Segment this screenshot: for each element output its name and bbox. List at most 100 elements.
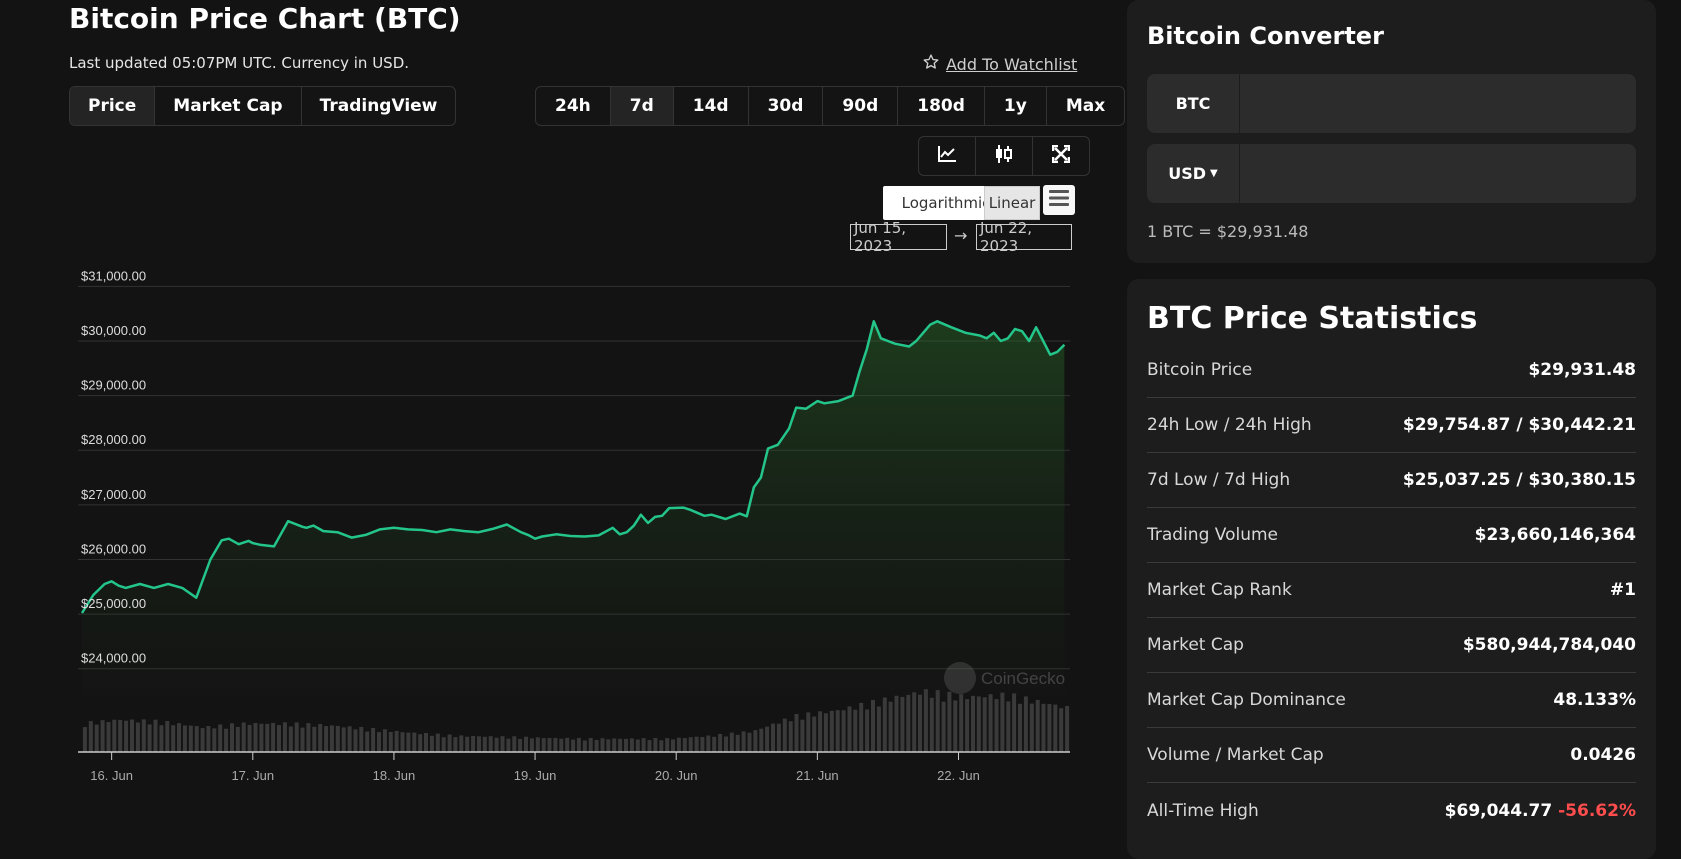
y-tick-label: $26,000.00 [81,541,146,556]
volume-bar [788,721,793,752]
range-14d[interactable]: 14d [674,87,749,125]
volume-bar [471,736,476,752]
range-max[interactable]: Max [1065,96,1106,116]
coingecko-logo-icon [944,662,976,694]
line-chart-button[interactable] [919,137,976,175]
usd-amount-row: USD ▼ [1147,144,1636,203]
volume-bar [130,719,134,752]
chart-menu-button[interactable] [1043,185,1075,215]
volume-bar [465,736,470,752]
volume-bar [147,724,152,752]
stat-row: Bitcoin Price $29,931.48 [1147,343,1636,398]
volume-bar [776,723,781,752]
range-180d[interactable]: 180d [898,87,985,125]
stat-value: 0.0426 [1570,745,1636,765]
volume-bar [847,706,852,752]
volume-bar [823,713,828,752]
candlestick-button[interactable] [976,137,1033,175]
volume-bar [982,697,987,752]
volume-bar [1047,703,1052,752]
volume-bar [265,723,270,752]
btc-amount-input[interactable] [1240,74,1636,133]
y-tick-label: $28,000.00 [81,432,146,447]
currency-dropdown-label: USD [1168,164,1207,183]
date-to-input[interactable]: Jun 22, 2023 [976,219,1072,255]
volume-bar [135,722,140,752]
date-range-arrow: → [954,226,968,245]
volume-bar [859,702,864,752]
tab-tradingview[interactable]: TradingView [319,96,438,116]
range-90d[interactable]: 90d [823,87,899,125]
stat-value: $25,037.25 / $30,380.15 [1402,470,1636,490]
page-title: Bitcoin Price Chart (BTC) [69,2,461,35]
stat-value: $29,754.87 / $30,442.21 [1402,415,1636,435]
range-24h[interactable]: 24h [536,87,611,125]
volume-bar [588,738,593,752]
volume-bar [600,738,605,752]
add-to-watchlist-link[interactable]: Add To Watchlist [922,53,1077,75]
linear-scale-button[interactable]: Linear [984,186,1040,220]
volume-bar [259,723,264,752]
fullscreen-button[interactable] [1033,137,1089,175]
volume-bar [1041,703,1046,752]
volume-bar [923,689,928,752]
conversion-rate: 1 BTC = $29,931.48 [1147,222,1309,241]
volume-bar [806,712,811,752]
x-tick-label: 16. Jun [90,768,133,783]
volume-bar [553,737,558,752]
volume-bar [541,738,546,752]
volume-bar [794,714,799,752]
volume-bar [641,738,646,752]
volume-bar [959,694,964,752]
volume-bar [206,726,211,752]
volume-bar [1018,703,1022,752]
volume-bar [153,719,158,752]
y-tick-label: $31,000.00 [81,270,146,283]
currency-dropdown[interactable]: USD ▼ [1147,144,1240,203]
x-tick-label: 18. Jun [373,768,416,783]
date-from-input[interactable]: Jun 15, 2023 [850,219,947,255]
volume-bar [200,728,205,752]
volume-bar [1053,704,1058,752]
volume-bar [812,716,817,752]
range-30d[interactable]: 30d [749,87,824,125]
volume-bar [800,719,805,752]
fullscreen-icon [1051,144,1071,168]
volume-bar [429,735,434,752]
line-chart-icon [937,145,957,168]
volume-bar [341,727,346,752]
usd-amount-input[interactable] [1240,144,1636,203]
volume-bar [247,724,252,752]
volume-bar [271,722,276,752]
volume-bar [88,721,93,752]
volume-bar [453,737,458,752]
volume-bar [653,738,658,752]
volume-bar [188,725,193,752]
volume-bar [659,740,664,752]
tab-market-cap[interactable]: Market Cap [155,87,302,125]
x-tick-label: 17. Jun [231,768,274,783]
volume-bar [371,728,376,752]
volume-bar [524,736,528,752]
volume-bar [106,722,111,752]
volume-bar [412,732,417,752]
volume-bar [324,726,329,752]
volume-bar [112,719,117,752]
volume-bar [535,737,540,752]
btc-currency-label: BTC [1147,74,1240,133]
volume-bar [388,732,393,752]
volume-bar [194,726,199,752]
tab-price[interactable]: Price [70,87,156,125]
volume-bar [976,696,981,752]
y-tick-label: $25,000.00 [81,596,146,611]
volume-bar [906,694,911,752]
range-7d[interactable]: 7d [610,87,674,125]
range-1y[interactable]: 1y [985,87,1047,125]
volume-bar [647,740,652,752]
statistics-title: BTC Price Statistics [1147,301,1478,336]
time-range-tabs: 24h 7d 14d 30d 90d 180d 1y Max [535,86,1126,126]
volume-bar [624,738,628,752]
y-tick-label: $24,000.00 [81,651,146,666]
volume-bar [829,710,834,752]
price-chart[interactable]: $31,000.00 $30,000.00 $29,000.00 $28,000.00… [78,270,1078,840]
